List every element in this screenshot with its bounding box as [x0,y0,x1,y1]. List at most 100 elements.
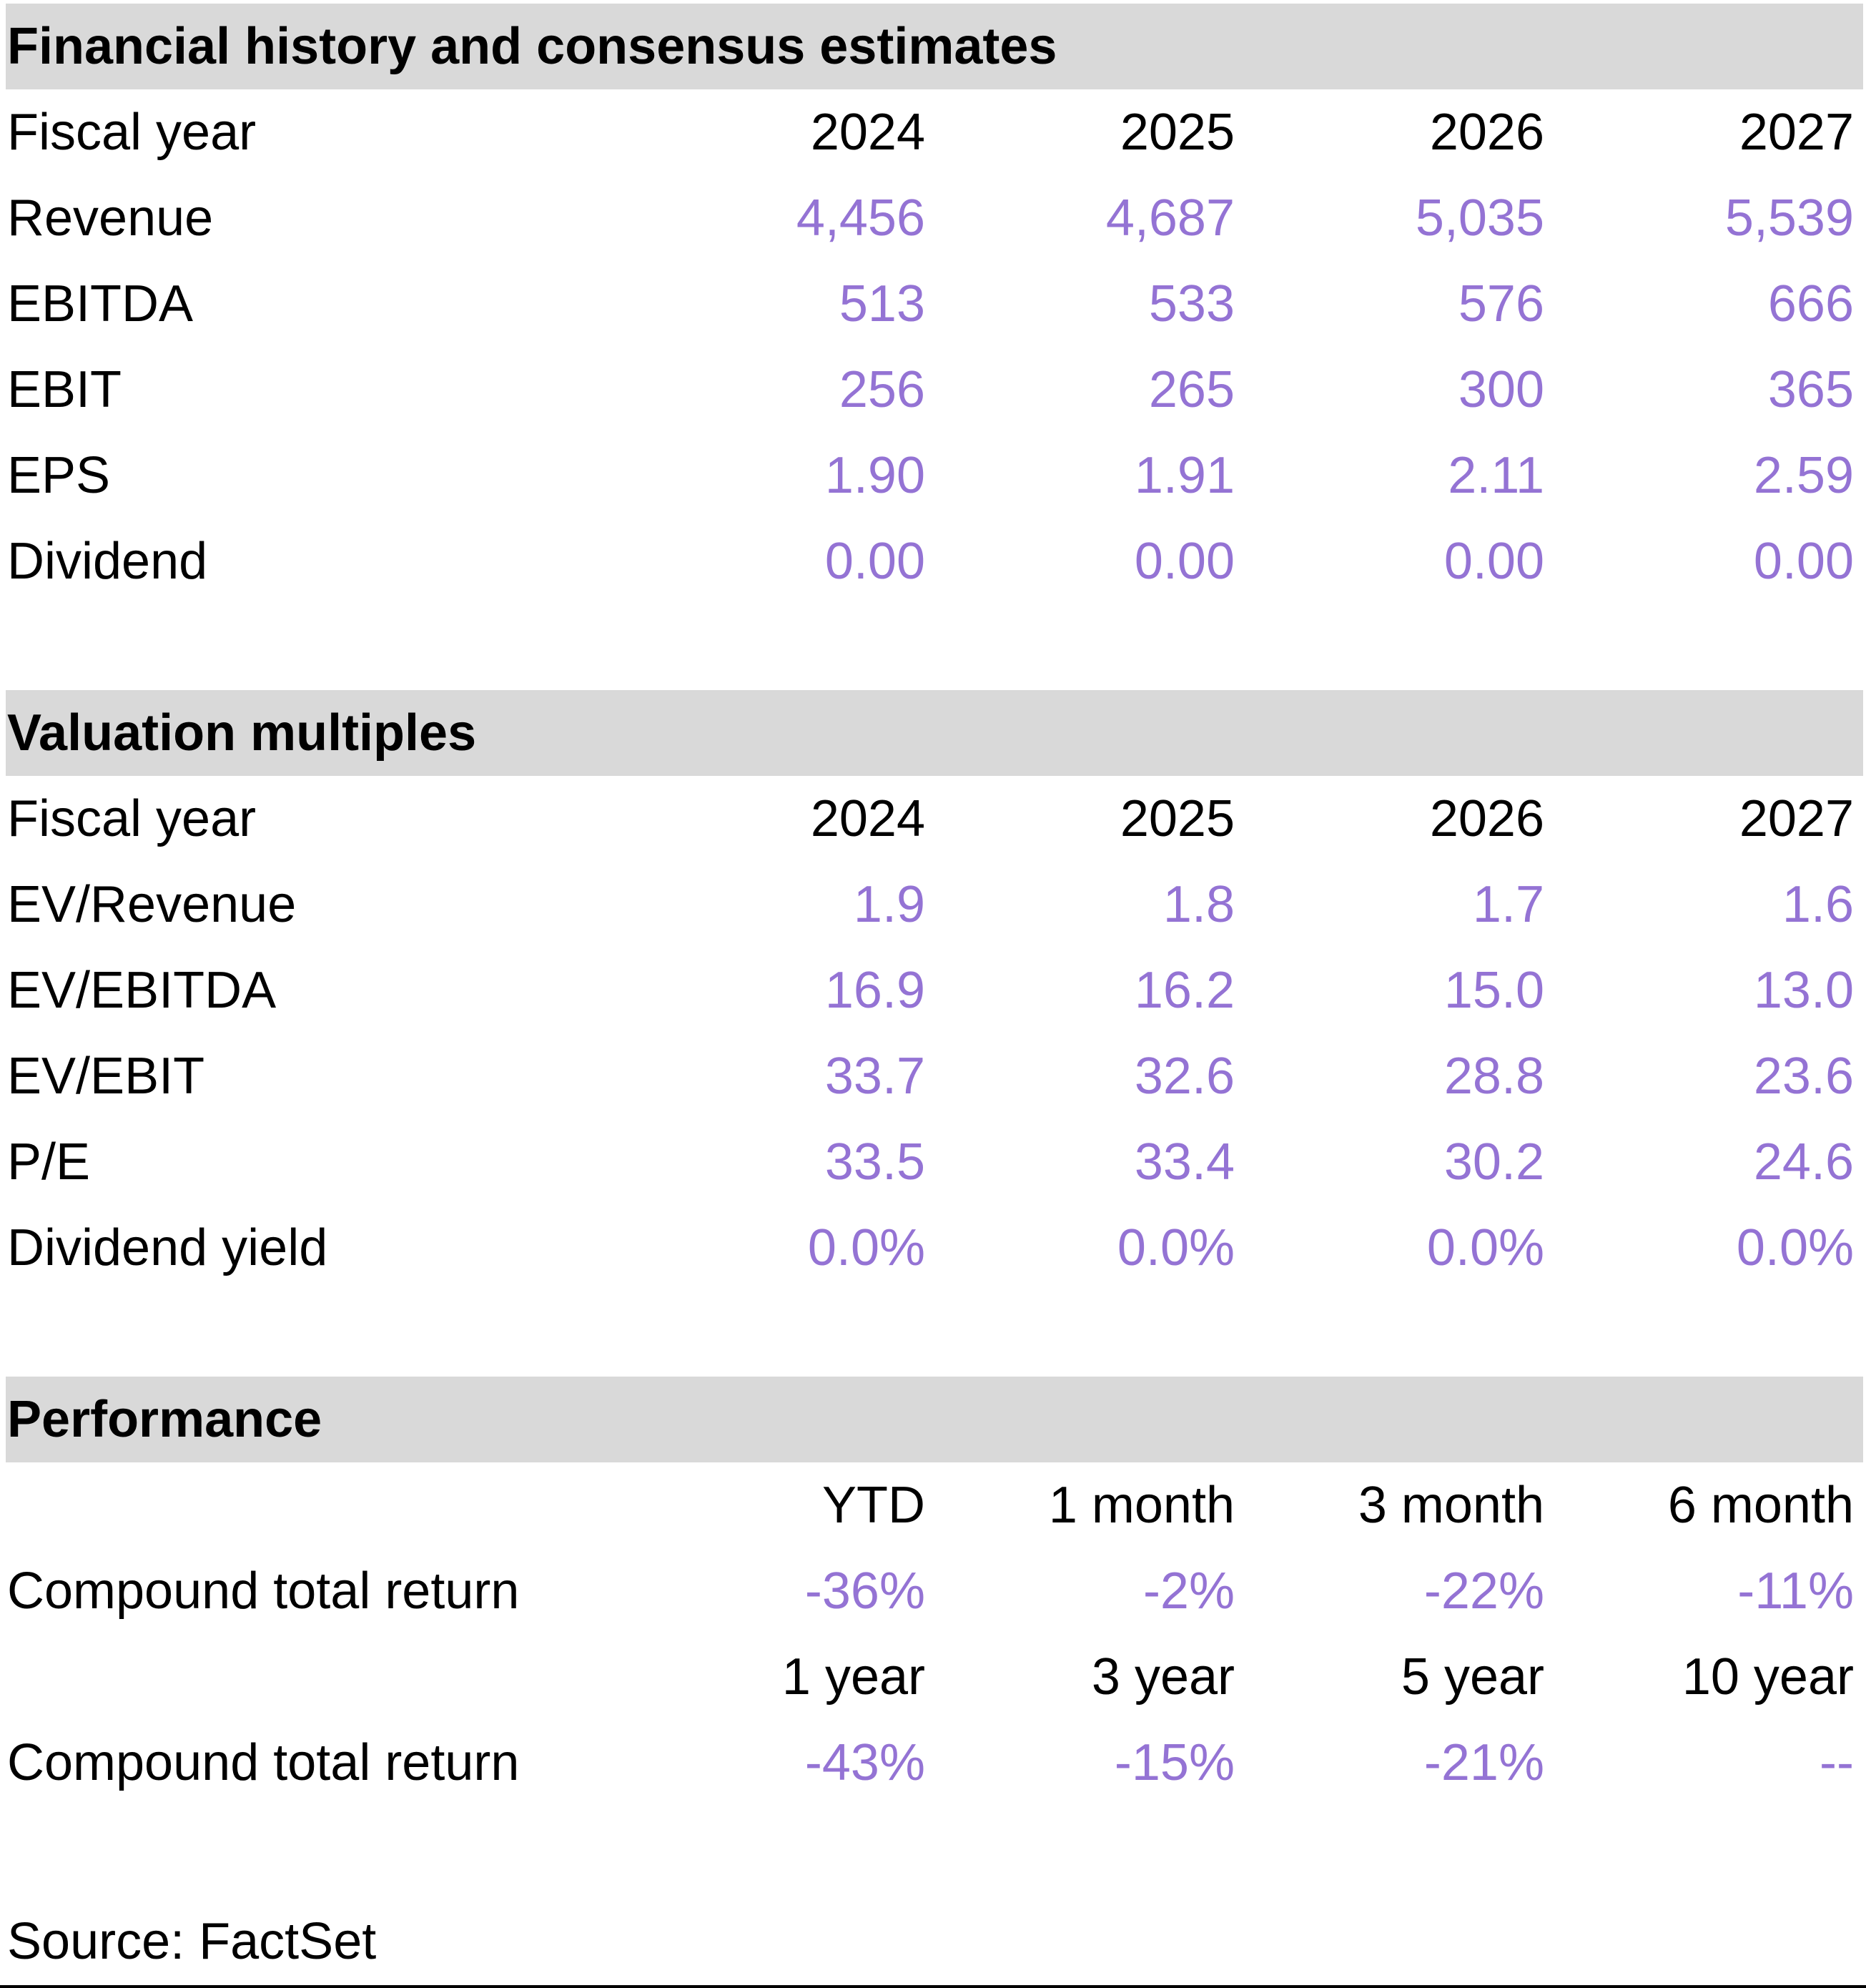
section-title: Valuation multiples [7,704,477,762]
value-cell: -2% [1142,1563,1235,1620]
column-header: 2024 [810,790,925,847]
value-cell: -11% [1737,1563,1854,1620]
value-cell: 33.7 [824,1048,925,1105]
value-cell: 265 [1148,361,1235,418]
value-cell: 16.9 [824,962,925,1019]
row-label: EBITDA [7,275,194,333]
column-header: 2027 [1739,104,1854,161]
value-cell: -15% [1114,1734,1235,1791]
value-cell: -- [1820,1734,1854,1791]
value-cell: 0.00 [824,533,925,590]
row-label [7,1462,616,1548]
source-note: Source: FactSet [7,1913,377,1970]
column-header: 6 month [1667,1477,1854,1534]
value-cell: 23.6 [1753,1048,1854,1105]
value-cell: 24.6 [1753,1133,1854,1191]
row-pe: P/E 33.5 33.4 30.2 24.6 [0,1119,1866,1205]
column-header: 2026 [1429,790,1544,847]
value-cell: -22% [1423,1563,1544,1620]
row-label: Compound total return [7,1563,520,1620]
value-cell: 0.0% [807,1219,925,1276]
section-header-valuation-multiples: Valuation multiples [6,690,1863,776]
row-ebitda: EBITDA 513 533 576 666 [0,261,1866,347]
row-label: Fiscal year [7,790,257,847]
value-cell: 576 [1458,275,1544,333]
value-cell: 0.0% [1117,1219,1235,1276]
row-label: P/E [7,1133,91,1191]
row-compound-total-return-long: Compound total return -43% -15% -21% -- [0,1720,1866,1806]
value-cell: 513 [839,275,925,333]
value-cell: 30.2 [1443,1133,1544,1191]
row-label: Dividend [7,533,208,590]
value-cell: 666 [1767,275,1854,333]
row-label: Compound total return [7,1734,520,1791]
row-label: EV/Revenue [7,876,297,933]
value-cell: 32.6 [1134,1048,1235,1105]
value-cell: 1.9 [853,876,925,933]
row-ebit: EBIT 256 265 300 365 [0,347,1866,433]
value-cell: 4,456 [796,190,925,247]
value-cell: 5,539 [1724,190,1854,247]
row-label: EBIT [7,361,122,418]
value-cell: 0.00 [1134,533,1235,590]
value-cell: 256 [839,361,925,418]
value-cell: 4,687 [1105,190,1235,247]
value-cell: 2.59 [1753,447,1854,504]
column-header: 2025 [1120,790,1235,847]
row-ev-revenue: EV/Revenue 1.9 1.8 1.7 1.6 [0,862,1866,948]
row-label: EPS [7,447,111,504]
section-header-financial-history: Financial history and consensus estimate… [6,4,1863,89]
column-header: 3 year [1091,1648,1235,1706]
value-cell: 33.4 [1134,1133,1235,1191]
column-header: YTD [822,1477,925,1534]
value-cell: 0.00 [1753,533,1854,590]
value-cell: -43% [804,1734,925,1791]
column-header: 2026 [1429,104,1544,161]
value-cell: 1.6 [1782,876,1854,933]
row-label: Fiscal year [7,104,257,161]
value-cell: 1.91 [1134,447,1235,504]
row-revenue: Revenue 4,456 4,687 5,035 5,539 [0,175,1866,261]
section-title: Performance [7,1391,322,1448]
row-label: Dividend yield [7,1219,328,1276]
row-label: EV/EBITDA [7,962,277,1019]
row-label [7,1634,616,1720]
value-cell: 15.0 [1443,962,1544,1019]
value-cell: 1.8 [1162,876,1235,933]
row-dividend-yield: Dividend yield 0.0% 0.0% 0.0% 0.0% [0,1205,1866,1291]
fiscal-year-header-row: Fiscal year 2024 2025 2026 2027 [0,89,1866,175]
row-dividend: Dividend 0.00 0.00 0.00 0.00 [0,518,1866,604]
column-header: 2025 [1120,104,1235,161]
value-cell: 365 [1767,361,1854,418]
fiscal-year-header-row: Fiscal year 2024 2025 2026 2027 [0,776,1866,862]
row-label: EV/EBIT [7,1048,205,1105]
performance-period-header-row: YTD 1 month 3 month 6 month [0,1462,1866,1548]
value-cell: 533 [1148,275,1235,333]
value-cell: 300 [1458,361,1544,418]
value-cell: 0.0% [1736,1219,1854,1276]
column-header: 1 month [1048,1477,1235,1534]
value-cell: 16.2 [1134,962,1235,1019]
value-cell: 28.8 [1443,1048,1544,1105]
value-cell: -36% [804,1563,925,1620]
column-header: 2024 [810,104,925,161]
column-header: 10 year [1682,1648,1854,1706]
value-cell: 33.5 [824,1133,925,1191]
performance-period-header-row: 1 year 3 year 5 year 10 year [0,1634,1866,1720]
value-cell: 2.11 [1448,447,1544,504]
row-compound-total-return-short: Compound total return -36% -2% -22% -11% [0,1548,1866,1634]
column-header: 1 year [781,1648,925,1706]
column-header: 3 month [1358,1477,1544,1534]
value-cell: 0.0% [1426,1219,1544,1276]
column-header: 5 year [1401,1648,1544,1706]
row-ev-ebitda: EV/EBITDA 16.9 16.2 15.0 13.0 [0,948,1866,1033]
row-label: Revenue [7,190,214,247]
value-cell: 0.00 [1443,533,1544,590]
value-cell: -21% [1423,1734,1544,1791]
value-cell: 1.90 [824,447,925,504]
row-ev-ebit: EV/EBIT 33.7 32.6 28.8 23.6 [0,1033,1866,1119]
section-header-performance: Performance [6,1377,1863,1462]
bottom-rule [0,1985,1866,1988]
value-cell: 13.0 [1753,962,1854,1019]
value-cell: 5,035 [1415,190,1544,247]
